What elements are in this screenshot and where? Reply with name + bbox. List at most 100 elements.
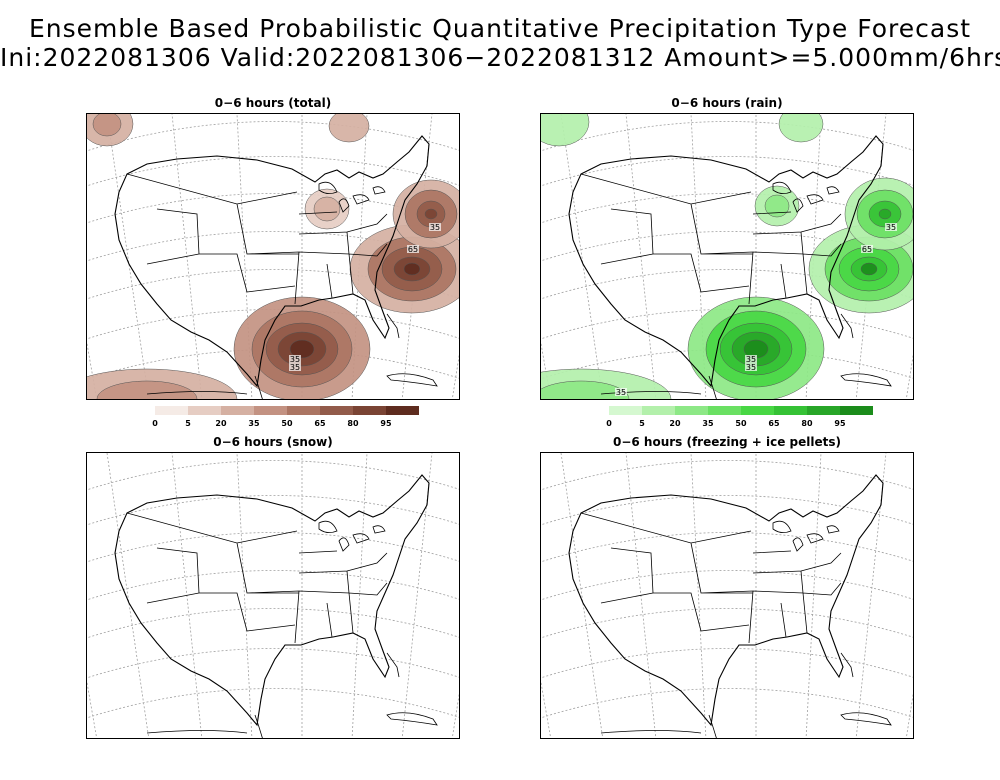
cuba-outline	[840, 373, 892, 387]
colorbar-swatch	[287, 406, 320, 415]
colorbar-swatch	[840, 406, 873, 415]
contour-label: 35	[290, 363, 300, 372]
graticule-line	[541, 495, 913, 526]
probability-contour	[289, 339, 315, 359]
contour-label: 65	[408, 245, 418, 254]
state-borders	[580, 512, 842, 644]
cuba-outline	[386, 712, 438, 726]
graticule-line	[171, 453, 203, 738]
probability-contour	[328, 114, 370, 143]
graticule-line	[87, 608, 459, 639]
contour-label-bg	[289, 363, 301, 371]
colorbar-tick-label: 20	[215, 419, 227, 428]
graticule-line	[541, 648, 913, 679]
graticule-line	[87, 570, 459, 601]
colorbar-swatch	[320, 406, 353, 415]
contour-label: 35	[746, 355, 756, 364]
graticule-line	[625, 114, 657, 399]
graticule-line	[625, 453, 657, 738]
state-borders	[126, 173, 388, 305]
probability-contour	[403, 262, 421, 276]
contour-label-bg	[861, 245, 873, 253]
colorbar-tick-label: 50	[735, 419, 747, 428]
header-title-line-1: Ensemble Based Probabilistic Quantitativ…	[28, 14, 972, 43]
coastline	[114, 135, 430, 388]
map-total: 35 35 65 35	[86, 113, 460, 400]
graticule-line	[87, 460, 459, 491]
map-snow	[86, 452, 460, 739]
great-lakes	[318, 181, 386, 213]
colorbar-tick-label: 80	[347, 419, 359, 428]
graticule-line	[541, 608, 913, 639]
graticule-line	[87, 121, 459, 152]
graticule-line	[541, 460, 913, 491]
graticule-line	[87, 495, 459, 526]
colorbar-rain-swatches	[609, 406, 873, 415]
contour-label: 35	[616, 388, 626, 397]
panel-title-snow: 0−6 hours (snow)	[213, 435, 333, 449]
colorbar-swatch	[774, 406, 807, 415]
contour-label-bg	[407, 245, 419, 253]
panel-title-total: 0−6 hours (total)	[214, 96, 332, 110]
colorbar-total-swatches	[155, 406, 419, 415]
colorbar-swatch	[155, 406, 188, 415]
colorbar-swatch	[221, 406, 254, 415]
graticule-line	[87, 341, 98, 399]
colorbar-rain-ticks: 0 5 20 35 50 65 80 95	[606, 419, 909, 431]
great-lakes	[318, 520, 386, 552]
contour-label-bg	[885, 223, 897, 231]
colorbar-swatch	[386, 406, 419, 415]
probability-contour	[541, 114, 590, 147]
probability-contour	[541, 380, 630, 399]
coastline-detail	[600, 652, 854, 738]
graticule-line	[560, 453, 604, 738]
graticule-line	[87, 680, 98, 738]
header-title-line-2: Ini:2022081306 Valid:2022081306−20220813…	[0, 43, 1000, 72]
colorbar-swatch	[741, 406, 774, 415]
graticule-line	[87, 648, 459, 679]
colorbar-swatch	[642, 406, 675, 415]
colorbar-tick-label: 65	[314, 419, 326, 428]
probability-contour	[424, 208, 438, 220]
graticule-line	[106, 114, 150, 399]
graticule-line	[106, 453, 150, 738]
probability-contour	[96, 380, 198, 399]
contour-label-bg	[745, 363, 757, 371]
coastline	[568, 474, 884, 727]
probability-contour	[860, 262, 878, 276]
colorbar-swatch	[708, 406, 741, 415]
panel-title-rain: 0−6 hours (rain)	[671, 96, 783, 110]
map-freezing	[540, 452, 914, 739]
graticule-line	[451, 692, 459, 738]
graticule-line	[87, 156, 459, 187]
contour-label: 35	[886, 223, 896, 232]
map-freezing-svg	[541, 453, 913, 738]
graticule-line	[560, 114, 604, 399]
colorbar-tick-label: 5	[185, 419, 191, 428]
probability-contour	[92, 114, 122, 137]
colorbar-swatch	[609, 406, 642, 415]
graticule-line	[541, 121, 913, 152]
colorbar-swatch	[188, 406, 221, 415]
state-borders	[126, 512, 388, 644]
colorbar-tick-label: 0	[152, 419, 158, 428]
state-borders	[580, 173, 842, 305]
great-lakes	[772, 520, 840, 552]
map-snow-svg	[87, 453, 459, 738]
colorbar-tick-label: 5	[639, 419, 645, 428]
graticule-line	[541, 156, 913, 187]
colorbar-tick-label: 80	[801, 419, 813, 428]
contour-label-bg	[429, 223, 441, 231]
graticule-line	[351, 453, 368, 738]
contour-label-bg	[745, 355, 757, 363]
contour-label: 35	[290, 355, 300, 364]
colorbar-tick-label: 35	[248, 419, 260, 428]
colorbar-swatch	[807, 406, 840, 415]
graticule-line	[905, 692, 913, 738]
panel-title-freezing: 0−6 hours (freezing + ice pellets)	[612, 435, 842, 449]
coastline	[568, 135, 884, 388]
map-rain: 35 35 65 35 35	[540, 113, 914, 400]
colorbar-tick-label: 50	[281, 419, 293, 428]
